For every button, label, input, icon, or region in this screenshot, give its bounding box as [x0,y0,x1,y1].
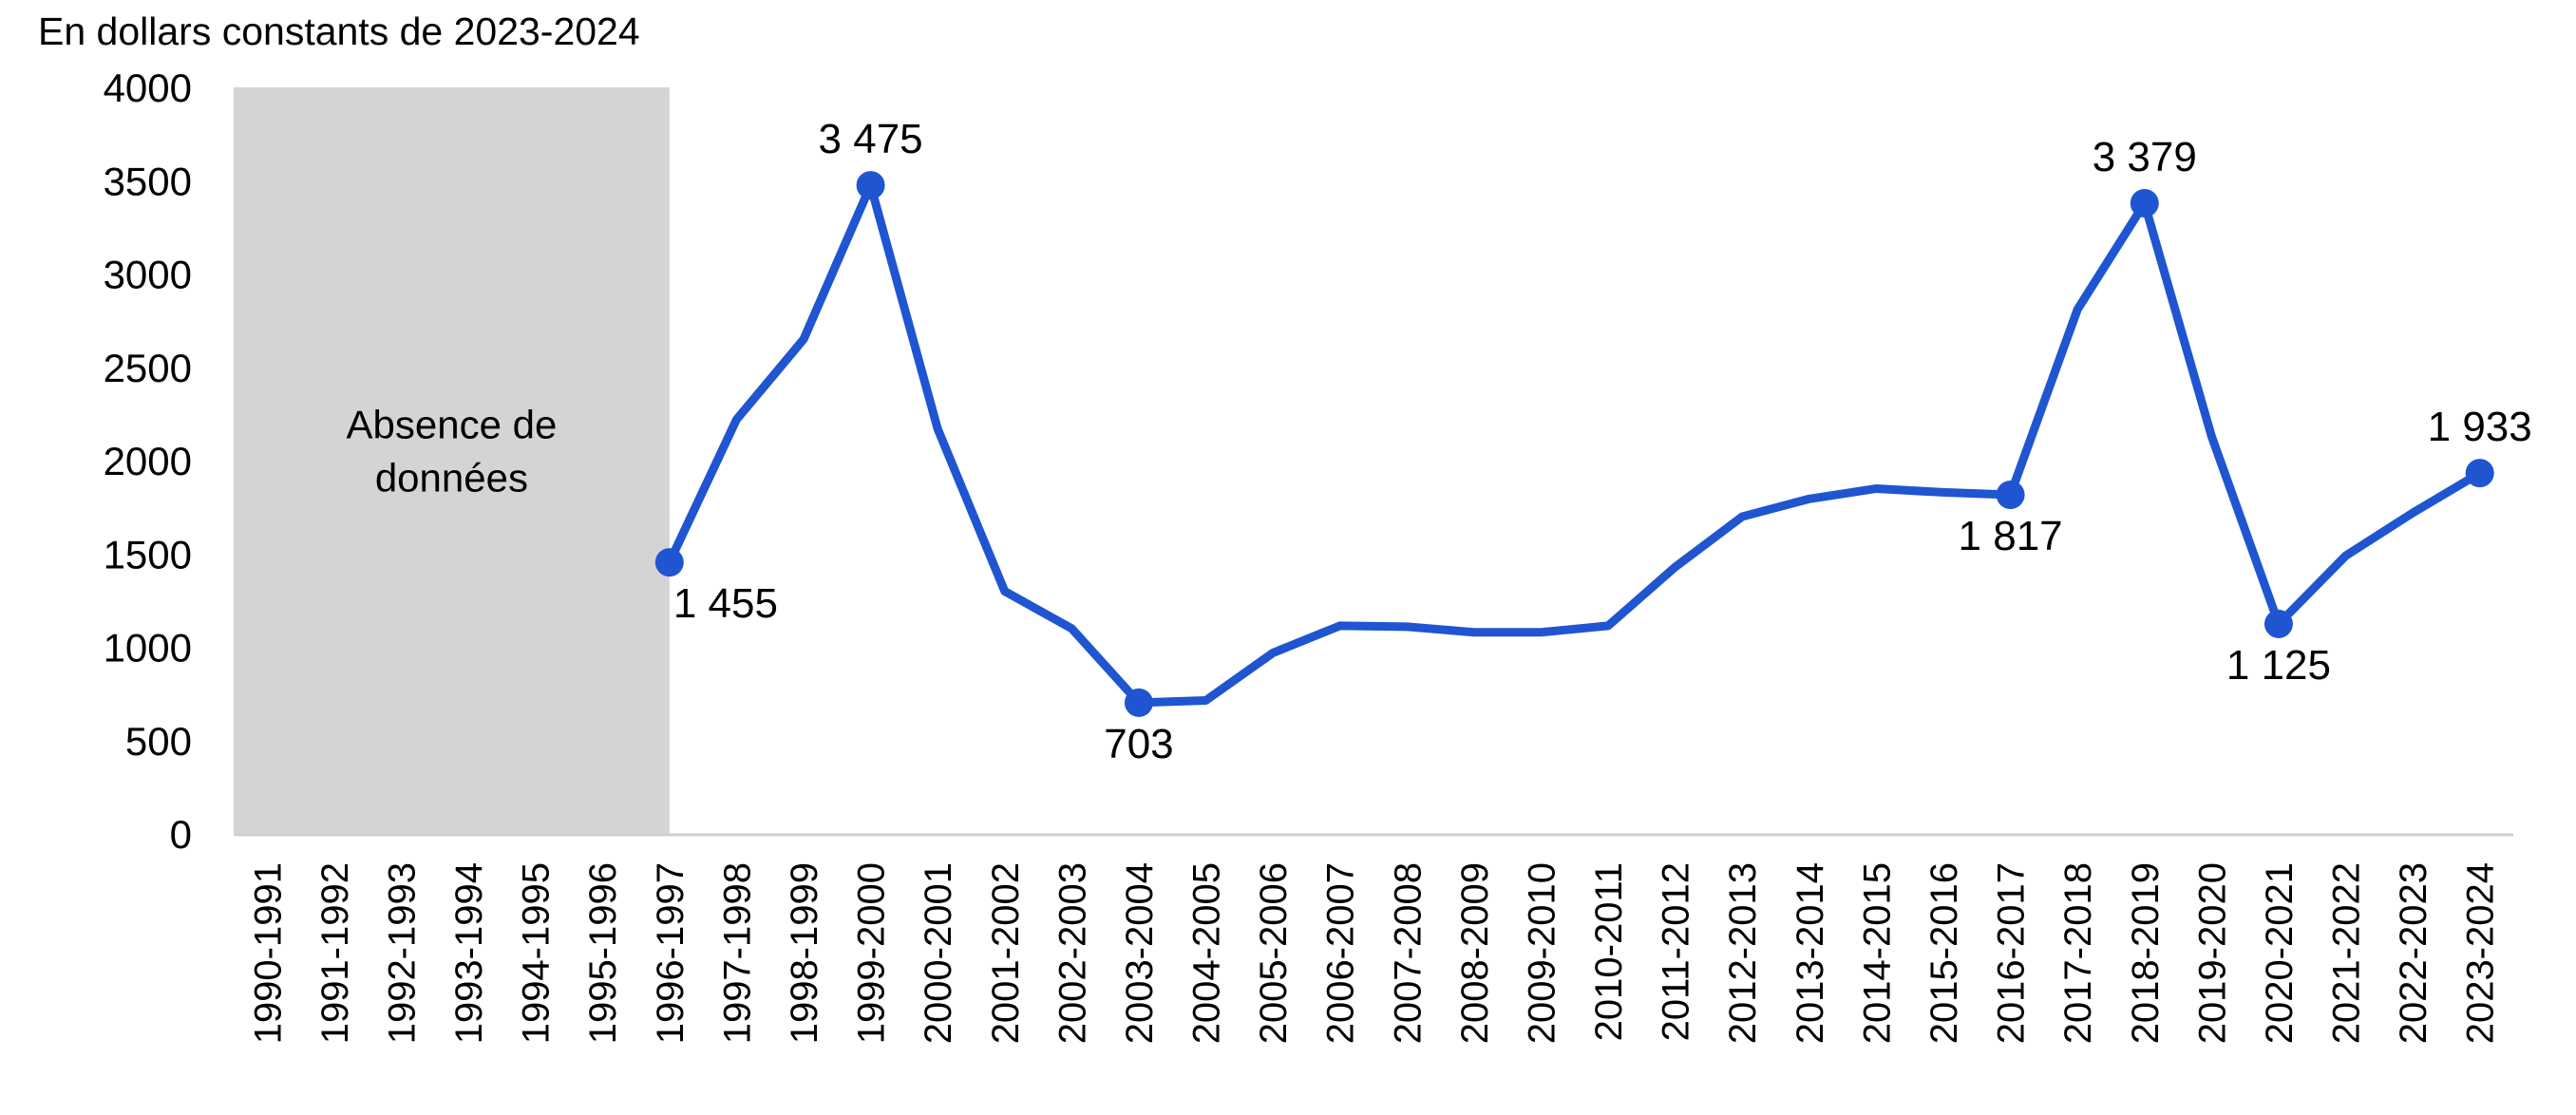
x-tick-label: 2001-2002 [985,862,1027,1044]
x-tick-label: 2022-2023 [2393,862,2434,1044]
x-tick-label: 2021-2022 [2326,862,2368,1044]
no-data-label-line: Absence de [346,402,557,446]
x-tick-label: 2023-2024 [2460,862,2502,1044]
x-tick-label: 2020-2021 [2259,862,2301,1044]
data-marker [1996,480,2025,509]
x-tick-label: 2009-2010 [1521,862,1563,1044]
x-tick-label: 1999-2000 [851,862,893,1044]
x-tick-label: 2016-2017 [1991,862,2033,1044]
y-tick-label: 1000 [104,626,192,671]
y-tick-label: 2000 [104,439,192,483]
y-tick-label: 0 [170,812,192,857]
series-line [665,180,2485,708]
no-data-label-line: données [375,455,528,500]
y-tick-label: 4000 [104,66,192,110]
data-marker [2130,189,2159,218]
x-tick-label: 2006-2007 [1320,862,1362,1044]
x-tick-label: 1995-1996 [582,862,624,1044]
x-tick-label: 2010-2011 [1588,862,1630,1041]
x-tick-label: 1990-1991 [247,862,289,1044]
no-data-region: Absence de données [234,87,670,834]
x-axis-ticks: 1990-1991 1991-1992 1992-1993 1993-1994 1994… [247,862,2501,1044]
x-tick-label: 2004-2005 [1186,862,1228,1044]
y-tick-label: 3500 [104,159,192,203]
x-tick-label: 2007-2008 [1387,862,1429,1044]
data-label: 1 933 [2428,404,2532,450]
x-tick-label: 2003-2004 [1119,862,1161,1044]
y-tick-label: 500 [125,719,192,764]
x-tick-label: 1992-1993 [381,862,423,1044]
data-label: 1 817 [1959,513,2063,559]
data-label: 1 455 [673,580,778,627]
y-tick-label: 3000 [104,253,192,297]
y-tick-label: 2500 [104,346,192,390]
x-tick-label: 2005-2006 [1253,862,1295,1044]
data-label: 1 125 [2226,642,2331,689]
x-tick-label: 1993-1994 [448,862,490,1044]
data-marker [1124,688,1153,717]
no-data-band [234,87,670,834]
data-markers [654,171,2494,717]
data-label: 3 379 [2093,134,2197,180]
x-tick-label: 1998-1999 [784,862,825,1044]
unit-label: En dollars constants de 2023-2024 [38,9,640,53]
x-tick-label: 2000-2001 [918,862,959,1044]
x-tick-label: 2014-2015 [1856,862,1898,1044]
x-tick-label: 2013-2014 [1790,862,1831,1044]
data-labels: 1 455 3 475 703 1 817 3 379 1 125 1 933 [673,116,2532,767]
x-tick-label: 2015-2016 [1923,862,1965,1044]
x-tick-label: 1994-1995 [516,862,558,1044]
data-marker [654,548,684,577]
x-tick-label: 2011-2012 [1656,862,1697,1041]
x-tick-label: 2018-2019 [2125,862,2167,1044]
no-data-label: Absence de données [346,402,557,500]
data-label: 3 475 [819,116,923,162]
x-tick-label: 1991-1992 [314,862,356,1044]
x-tick-label: 2002-2003 [1051,862,1093,1044]
x-tick-label: 2012-2013 [1722,862,1764,1044]
series-polyline [665,180,2485,708]
x-tick-label: 2019-2020 [2191,862,2233,1044]
data-label: 703 [1104,721,1173,767]
x-tick-label: 2008-2009 [1454,862,1496,1044]
data-marker [2465,459,2494,488]
x-tick-label: 2017-2018 [2057,862,2099,1044]
x-tick-label: 1997-1998 [716,862,758,1044]
y-axis-ticks: 0 500 1000 1500 2000 2500 3000 3500 4000 [104,66,192,857]
data-marker [856,171,885,200]
y-tick-label: 1500 [104,532,192,576]
data-marker [2263,609,2293,638]
x-tick-label: 1996-1997 [650,862,691,1044]
